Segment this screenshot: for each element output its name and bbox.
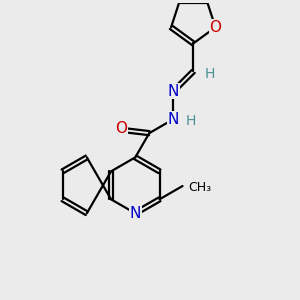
Text: O: O bbox=[209, 20, 221, 35]
Text: N: N bbox=[130, 206, 141, 221]
Text: N: N bbox=[168, 84, 179, 99]
Text: H: H bbox=[186, 114, 196, 128]
Text: O: O bbox=[115, 122, 127, 136]
Text: N: N bbox=[168, 112, 179, 127]
Text: CH₃: CH₃ bbox=[188, 181, 211, 194]
Text: H: H bbox=[205, 67, 215, 81]
